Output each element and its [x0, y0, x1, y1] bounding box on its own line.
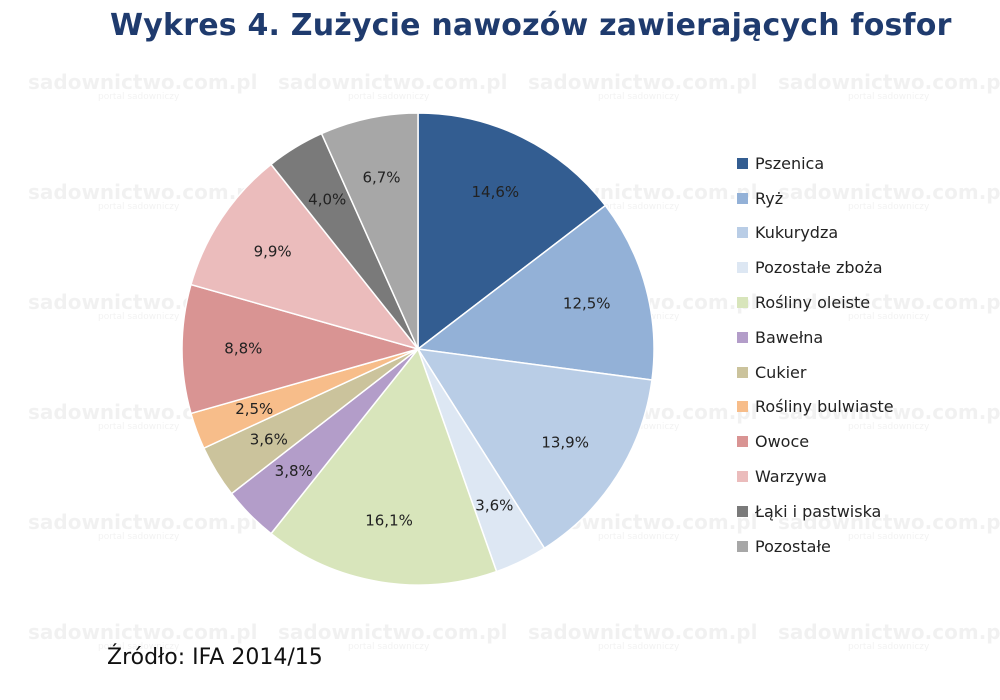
legend-swatch	[737, 471, 748, 483]
legend-item: Kukurydza	[737, 216, 987, 251]
slice-data-label: 13,9%	[541, 434, 589, 452]
legend-item: Łąki i pastwiska	[737, 494, 987, 529]
legend-swatch	[737, 505, 748, 517]
slice-data-label: 12,5%	[563, 294, 611, 312]
legend-item: Ryż	[737, 181, 987, 216]
slice-data-label: 3,8%	[275, 462, 313, 480]
source-note: Źródło: IFA 2014/15	[107, 645, 323, 670]
legend-swatch	[737, 192, 748, 204]
pie-slice-12	[320, 112, 419, 350]
legend-label: Rośliny oleiste	[755, 293, 871, 313]
legend-label: Cukier	[755, 362, 807, 382]
legend-swatch	[737, 262, 748, 274]
legend-item: Owoce	[737, 424, 987, 459]
legend-swatch	[737, 366, 748, 378]
slice-data-label: 14,6%	[471, 183, 519, 201]
legend-item: Cukier	[737, 355, 987, 390]
chart-title: Wykres 4. Zużycie nawozów zawierających …	[110, 8, 952, 43]
legend-label: Pozostałe zboża	[755, 258, 883, 278]
legend-item: Warzywa	[737, 459, 987, 494]
pie-slice-10	[190, 163, 421, 351]
legend-item: Pozostałe zboża	[737, 250, 987, 285]
slice-data-label: 16,1%	[365, 512, 413, 530]
legend-swatch	[737, 436, 748, 448]
legend-label: Pszenica	[755, 153, 825, 173]
pie-slice-3	[416, 348, 653, 550]
legend-swatch	[737, 227, 748, 239]
slice-data-label: 3,6%	[475, 497, 513, 515]
legend-label: Pozostałe	[755, 536, 831, 556]
slice-data-label: 6,7%	[362, 169, 400, 187]
legend-swatch	[737, 540, 748, 552]
legend-label: Łąki i pastwiska	[755, 501, 882, 521]
pie-slice-2	[416, 204, 655, 381]
legend-item: Rośliny oleiste	[737, 285, 987, 320]
slice-data-label: 2,5%	[235, 400, 273, 418]
legend-swatch	[737, 331, 748, 343]
legend-item: Pszenica	[737, 146, 987, 181]
legend-swatch	[737, 401, 748, 413]
slice-data-label: 4,0%	[308, 190, 346, 208]
legend-label: Ryż	[755, 188, 784, 208]
legend-label: Bawełna	[755, 327, 824, 347]
slice-data-label: 8,8%	[224, 340, 262, 358]
legend-label: Kukurydza	[755, 223, 839, 243]
legend: Pszenica Ryż Kukurydza Pozostałe zboża Rośli…	[737, 146, 987, 564]
legend-item: Pozostałe	[737, 529, 987, 564]
pie-slice-9	[181, 283, 421, 415]
legend-label: Owoce	[755, 432, 810, 452]
legend-label: Rośliny bulwiaste	[755, 397, 894, 417]
pie-slice-5	[269, 347, 498, 586]
legend-swatch	[737, 297, 748, 309]
legend-label: Warzywa	[755, 467, 827, 487]
pie-slice-1	[417, 112, 607, 351]
legend-swatch	[737, 157, 748, 169]
legend-item: Bawełna	[737, 320, 987, 355]
legend-item: Rośliny bulwiaste	[737, 390, 987, 425]
slice-data-label: 3,6%	[250, 430, 288, 448]
slice-data-label: 9,9%	[254, 243, 292, 261]
